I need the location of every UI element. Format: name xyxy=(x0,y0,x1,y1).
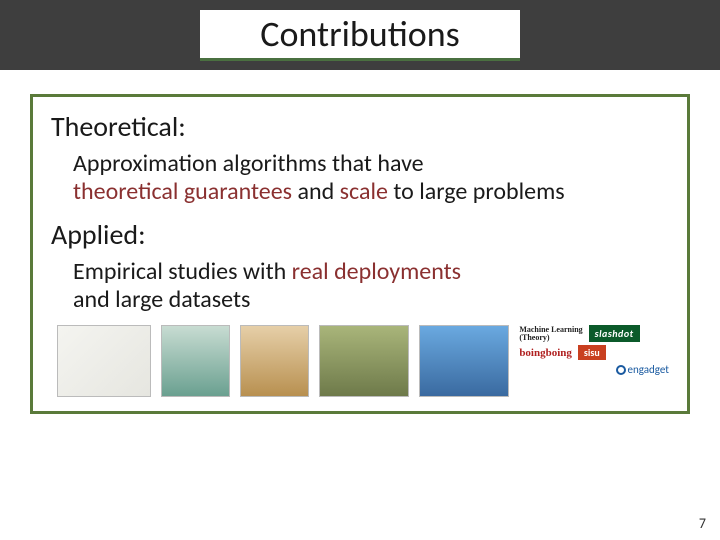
text: and large datasets xyxy=(73,285,250,314)
image-row: Machine Learning (Theory) slashdot boing… xyxy=(57,325,669,397)
highlight-guarantees: theoretical guarantees xyxy=(73,177,292,206)
text: (Theory) xyxy=(519,333,549,342)
page-number: 7 xyxy=(699,515,706,532)
text: Approximation algorithms that have xyxy=(73,149,424,178)
text: to large problems xyxy=(388,177,565,206)
applied-body: Empirical studies with real deployments … xyxy=(73,258,669,313)
image-chair-teal xyxy=(161,325,230,397)
logo-slashdot: slashdot xyxy=(589,325,640,342)
logo-ml-theory: Machine Learning (Theory) xyxy=(519,326,582,342)
theoretical-heading: Theoretical: xyxy=(51,109,669,144)
logo-engadget: engadget xyxy=(616,363,669,376)
content-box: Theoretical: Approximation algorithms th… xyxy=(30,94,690,414)
logo-row-2: boingboing sisu xyxy=(519,345,669,360)
text: engadget xyxy=(628,363,669,376)
logo-column: Machine Learning (Theory) slashdot boing… xyxy=(519,325,669,376)
logo-sisu: sisu xyxy=(578,345,606,360)
slide-title: Contributions xyxy=(200,10,520,61)
image-uav xyxy=(419,325,509,397)
highlight-scale: scale xyxy=(340,177,388,206)
image-chair-tan xyxy=(240,325,309,397)
logo-boingboing: boingboing xyxy=(519,347,572,359)
image-sketch xyxy=(57,325,151,397)
image-water-robot xyxy=(319,325,409,397)
engadget-icon xyxy=(616,365,626,375)
theoretical-body: Approximation algorithms that have theor… xyxy=(73,150,669,205)
logo-row-1: Machine Learning (Theory) slashdot xyxy=(519,325,669,342)
title-bar: Contributions xyxy=(0,0,720,70)
highlight-deployments: real deployments xyxy=(292,257,461,286)
logo-row-3: engadget xyxy=(519,363,669,376)
text: Empirical studies with xyxy=(73,257,292,286)
text: and xyxy=(292,177,340,206)
applied-heading: Applied: xyxy=(51,217,669,252)
